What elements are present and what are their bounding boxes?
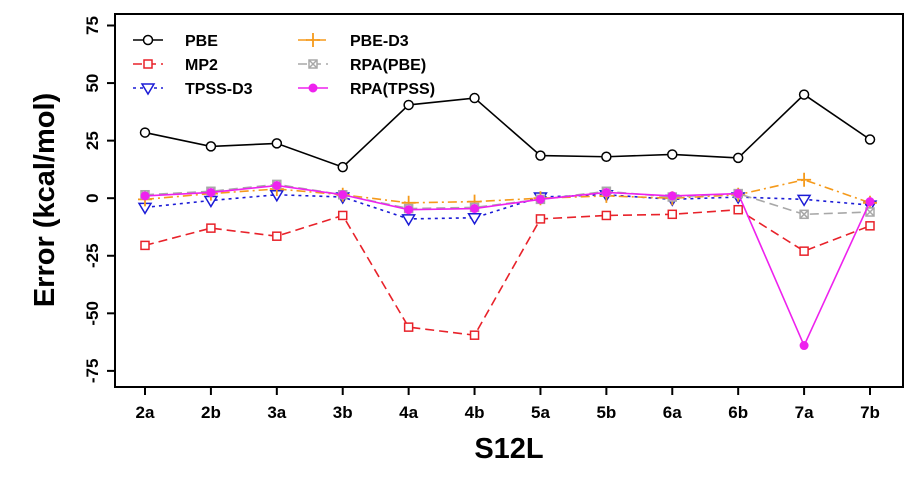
plot-frame — [114, 13, 904, 388]
data-point — [733, 204, 743, 215]
x-tick-label: 6b — [728, 403, 748, 422]
data-point — [601, 187, 611, 197]
series-line — [144, 184, 871, 348]
series-rpa-tpss — [140, 181, 875, 351]
data-point — [865, 221, 875, 231]
data-point — [308, 59, 318, 69]
y-tick-label: 25 — [83, 131, 102, 150]
y-axis-title: Error (kcal/mol) — [29, 93, 61, 307]
x-tick-label: 4a — [399, 403, 418, 422]
series-tpss-d3 — [137, 189, 878, 227]
legend-item: RPA(TPSS) — [298, 81, 435, 98]
data-point — [401, 214, 416, 227]
data-point — [469, 92, 480, 104]
data-point — [403, 322, 414, 332]
x-axis-title: S12L — [474, 433, 543, 465]
data-point — [404, 205, 414, 215]
x-tick-label: 2b — [201, 403, 221, 422]
data-point — [732, 152, 744, 164]
legend-item: PBE — [133, 33, 218, 50]
data-point — [799, 246, 809, 256]
legend-label: TPSS-D3 — [185, 81, 253, 98]
data-point — [206, 223, 216, 233]
data-point — [272, 181, 282, 191]
x-tick-label: 3b — [333, 403, 353, 422]
data-point — [308, 83, 318, 93]
series-line — [144, 178, 871, 204]
data-point — [601, 210, 612, 221]
legend-label: RPA(TPSS) — [350, 81, 435, 98]
x-tick-label: 4b — [465, 403, 485, 422]
y-tick-label: 0 — [83, 193, 102, 202]
data-point — [864, 134, 876, 145]
data-point — [205, 141, 217, 152]
data-point — [271, 138, 283, 149]
data-point — [798, 89, 810, 100]
data-point — [337, 161, 348, 173]
data-point — [467, 213, 482, 226]
legend-label: PBE — [185, 33, 218, 50]
data-point — [140, 83, 156, 96]
series-line — [144, 208, 871, 337]
data-point — [403, 99, 414, 111]
series-pbe — [139, 89, 876, 173]
data-point — [601, 151, 612, 163]
series-line — [144, 193, 871, 220]
data-point — [733, 189, 743, 199]
x-axis: 2a 2b 3a 3b 4a 4b 5a 5b 6a 6b 7a 7b — [136, 387, 880, 422]
legend-item: TPSS-D3 — [133, 81, 253, 98]
x-tick-label: 7a — [795, 403, 814, 422]
data-point — [470, 204, 480, 214]
x-tick-label: 3a — [267, 403, 286, 422]
data-point — [667, 191, 677, 201]
data-point — [865, 197, 875, 207]
y-tick-label: 75 — [83, 16, 102, 35]
y-tick-label: -50 — [83, 301, 102, 326]
data-point — [796, 194, 812, 207]
data-point — [667, 149, 678, 160]
series-layer — [137, 89, 878, 351]
data-point — [799, 341, 809, 351]
y-axis: -75 -50 -25 0 25 50 75 — [83, 16, 115, 383]
x-tick-label: 7b — [860, 403, 880, 422]
data-point — [139, 127, 151, 138]
data-point — [469, 330, 480, 340]
data-point — [337, 210, 348, 221]
y-tick-label: 50 — [83, 74, 102, 93]
y-tick-label: -25 — [83, 243, 102, 268]
x-tick-label: 5a — [531, 403, 550, 422]
series-line — [144, 93, 871, 169]
data-point — [535, 194, 545, 204]
x-tick-label: 5b — [596, 403, 616, 422]
data-point — [306, 33, 320, 47]
data-point — [338, 190, 348, 200]
data-point — [143, 59, 153, 69]
data-point — [535, 150, 546, 161]
legend-item: RPA(PBE) — [298, 57, 426, 74]
y-tick-label: -75 — [83, 359, 102, 384]
data-point — [272, 231, 282, 241]
data-point — [535, 214, 546, 224]
data-point — [140, 240, 150, 251]
legend-item: PBE-D3 — [298, 33, 409, 50]
legend: PBE MP2 TPSS-D3 PBE-D3 RPA(PBE) RPA(TPSS) — [133, 33, 435, 98]
legend-item: MP2 — [133, 57, 218, 74]
x-tick-label: 2a — [136, 403, 155, 422]
data-point — [142, 34, 154, 46]
legend-label: MP2 — [185, 57, 218, 74]
data-point — [206, 187, 216, 197]
data-point — [667, 209, 678, 220]
legend-label: PBE-D3 — [350, 33, 409, 50]
data-point — [799, 209, 809, 220]
data-point — [797, 172, 812, 187]
data-point — [140, 191, 150, 201]
x-tick-label: 6a — [663, 403, 682, 422]
legend-label: RPA(PBE) — [350, 57, 426, 74]
series-mp2 — [140, 204, 875, 340]
